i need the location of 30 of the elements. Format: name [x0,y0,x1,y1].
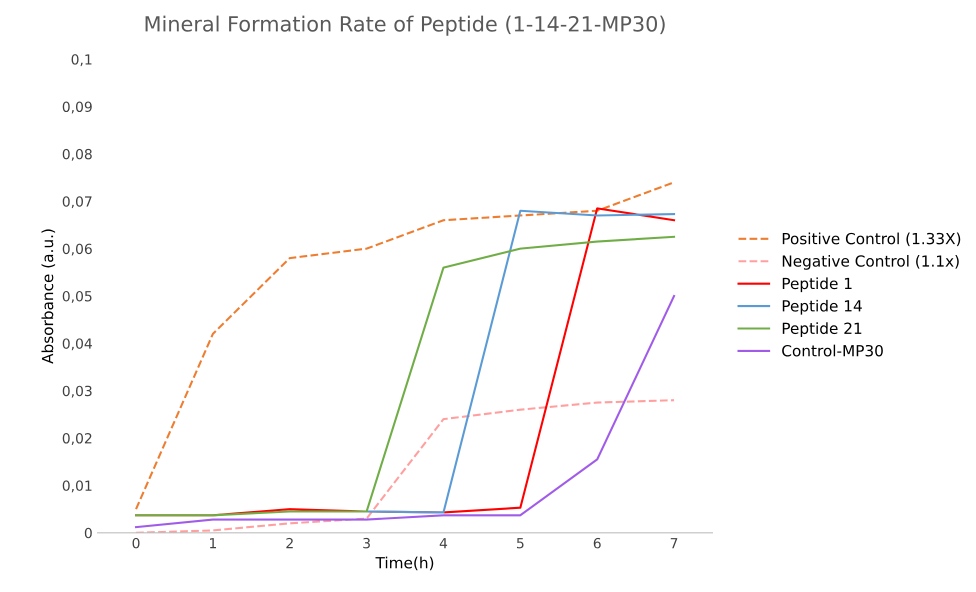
legend-label: Peptide 14 [782,300,862,315]
x-tick-label: 3 [363,538,370,548]
x-tick-label: 5 [516,538,524,548]
y-tick-label: 0 [84,528,92,538]
legend-label: Peptide 1 [782,277,852,292]
x-tick-label: 1 [210,538,216,548]
y-axis-title: Absorbance (a.u.) [41,229,56,364]
line-series [134,399,676,533]
y-tick-label: 0,02 [62,433,92,445]
y-tick-label: 0,01 [62,480,92,492]
x-axis-title: Time(h) [376,556,434,570]
y-tick-label: 0,07 [62,196,92,208]
chart-title: Mineral Formation Rate of Peptide (1-14-21-MP30) [146,16,665,36]
x-tick-label: 0 [132,538,140,548]
legend-label: Peptide 21 [782,322,862,338]
line-series [134,294,676,528]
x-tick-label: 7 [670,538,678,548]
x-tick-label: 6 [594,538,601,548]
y-tick-label: 0,06 [62,244,92,256]
y-tick-label: 0,04 [62,338,92,350]
y-tick-label: 0,09 [62,102,92,114]
y-tick-label: 0,05 [62,290,92,303]
y-tick-label: 0,08 [62,148,92,161]
legend-label: Negative Control (1.1x) [782,254,959,270]
y-tick-label: 0,03 [62,386,92,398]
legend-label: Control-MP30 [782,344,883,356]
legend-label: Positive Control (1.33X) [782,232,960,246]
x-tick-label: 2 [286,538,293,548]
x-tick-label: 4 [440,538,448,548]
y-tick-label: 0,1 [72,54,92,66]
